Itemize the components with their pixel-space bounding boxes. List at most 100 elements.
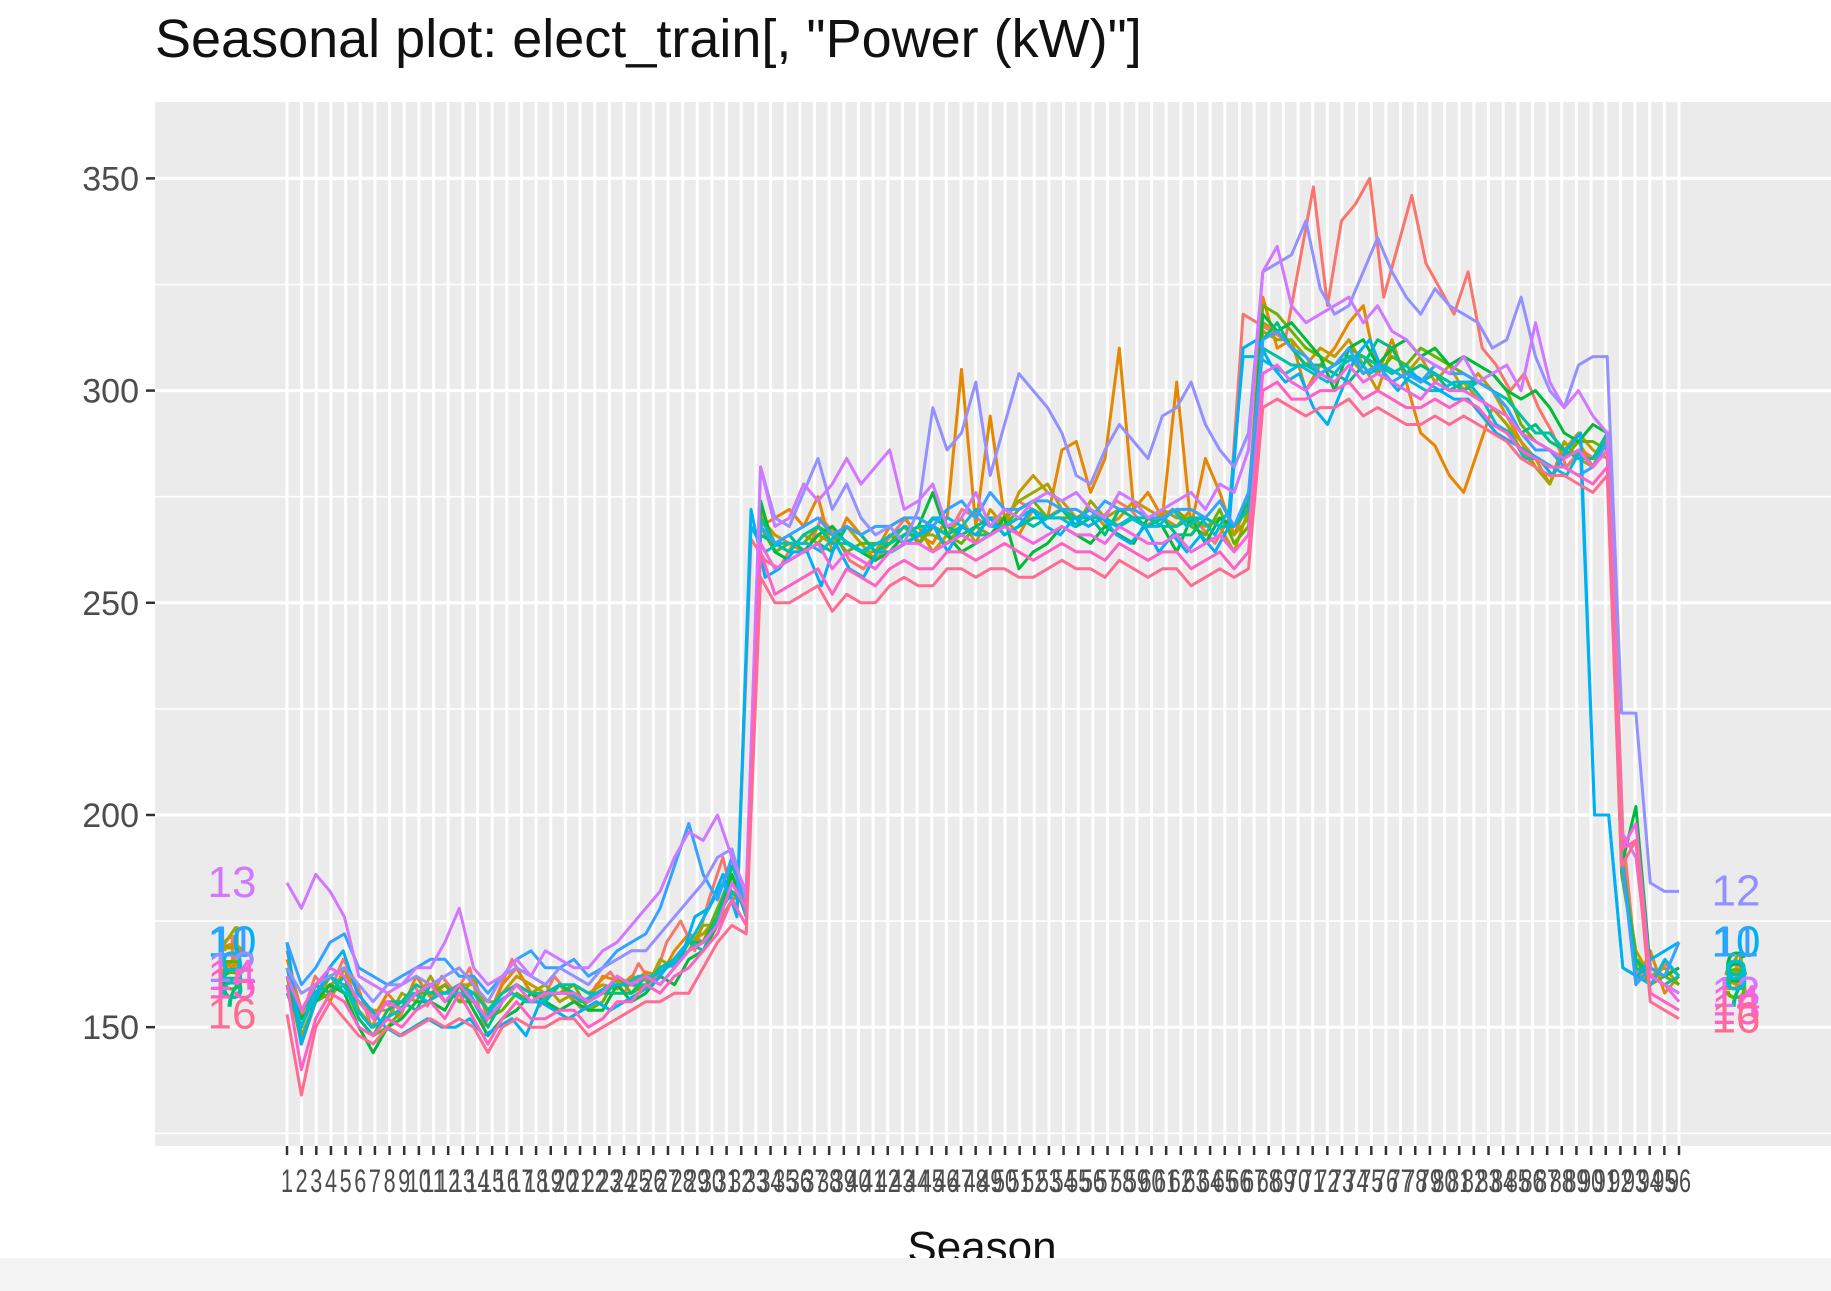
x-tick-label: 23 <box>597 1163 621 1199</box>
series-start-label-1: 1 <box>220 926 244 975</box>
series-start-label-2: 2 <box>220 934 244 983</box>
x-tick-label: 95 <box>1652 1163 1676 1199</box>
x-tick-label: 33 <box>744 1163 768 1199</box>
x-tick-label: 74 <box>1345 1163 1369 1199</box>
x-tick-label: 81 <box>1447 1163 1471 1199</box>
series-lines <box>285 176 1681 1097</box>
x-tick-label: 66 <box>1227 1163 1251 1199</box>
x-tick-label: 4 <box>325 1163 337 1199</box>
series-end-label-10: 10 <box>1712 917 1761 966</box>
series-line-16 <box>285 397 1680 1097</box>
series-start-label-4: 4 <box>220 917 244 966</box>
x-tick-label: 92 <box>1608 1163 1632 1199</box>
x-tick-label: 22 <box>583 1163 607 1199</box>
x-tick-label: 35 <box>773 1163 797 1199</box>
series-start-label-14: 14 <box>208 951 257 1000</box>
x-tick-label: 38 <box>817 1163 841 1199</box>
x-tick-label: 85 <box>1506 1163 1530 1199</box>
x-tick-label: 13 <box>451 1163 475 1199</box>
y-tick-label: 250 <box>82 585 139 623</box>
x-tick-label: 96 <box>1667 1163 1691 1199</box>
x-tick-label: 8 <box>384 1163 396 1199</box>
x-tick-label: 76 <box>1374 1163 1398 1199</box>
x-tick-label: 16 <box>495 1163 519 1199</box>
series-line-15 <box>285 380 1680 1072</box>
x-tick-label: 24 <box>612 1163 636 1199</box>
series-end-label-14: 14 <box>1712 977 1761 1026</box>
x-tick-label: 88 <box>1550 1163 1574 1199</box>
series-start-label-3: 3 <box>220 943 244 992</box>
series-line-12 <box>285 219 1679 1004</box>
x-tick-label: 27 <box>656 1163 680 1199</box>
x-tick-label: 68 <box>1257 1163 1281 1199</box>
series-end-label-15: 15 <box>1712 985 1761 1034</box>
x-tick-label: 19 <box>539 1163 563 1199</box>
x-tick-label: 89 <box>1564 1163 1588 1199</box>
x-tick-label: 32 <box>729 1163 753 1199</box>
series-start-label-13: 13 <box>208 858 257 907</box>
x-tick-label: 77 <box>1389 1163 1413 1199</box>
x-tick-label: 63 <box>1183 1163 1207 1199</box>
x-tick-label: 1 <box>281 1163 293 1199</box>
x-tick-label: 55 <box>1066 1163 1090 1199</box>
x-tick-label: 17 <box>509 1163 533 1199</box>
series-start-label-7: 7 <box>220 968 244 1017</box>
x-tick-label: 40 <box>846 1163 870 1199</box>
series-end-label-2: 2 <box>1724 951 1748 1000</box>
y-tick-label: 150 <box>82 1009 139 1047</box>
x-tick-label: 36 <box>788 1163 812 1199</box>
series-end-label-8: 8 <box>1724 951 1748 1000</box>
series-end-label-12: 12 <box>1712 866 1761 915</box>
x-tick-label: 7 <box>369 1163 381 1199</box>
x-tick-label: 14 <box>465 1163 489 1199</box>
y-tick-label: 300 <box>82 373 139 411</box>
x-tick-label: 79 <box>1418 1163 1442 1199</box>
x-tick-label: 3 <box>310 1163 322 1199</box>
series-start-label-8: 8 <box>220 960 244 1009</box>
y-tick-label: 350 <box>82 160 139 198</box>
x-tick-label: 34 <box>759 1163 783 1199</box>
x-tick-label: 72 <box>1315 1163 1339 1199</box>
x-tick-label: 41 <box>861 1163 885 1199</box>
series-start-label-12: 12 <box>208 943 257 992</box>
x-tick-label: 2 <box>296 1163 308 1199</box>
series-end-label-11: 11 <box>1713 917 1759 966</box>
series-line-2 <box>285 295 1681 1021</box>
x-tick-label: 43 <box>890 1163 914 1199</box>
series-start-label-5: 5 <box>220 951 244 1000</box>
x-tick-label: 50 <box>993 1163 1017 1199</box>
x-tick-label: 5 <box>340 1163 352 1199</box>
x-tick-label: 61 <box>1154 1163 1178 1199</box>
series-line-10 <box>285 338 1680 1046</box>
x-tick-label: 48 <box>964 1163 988 1199</box>
x-tick-label: 9 <box>398 1163 410 1199</box>
x-tick-label: 64 <box>1198 1163 1222 1199</box>
series-start-label-9: 9 <box>220 943 244 992</box>
x-tick-label: 73 <box>1330 1163 1354 1199</box>
series-end-label-7: 7 <box>1724 968 1748 1017</box>
x-tick-label: 58 <box>1110 1163 1134 1199</box>
series-start-label-16: 16 <box>208 989 257 1038</box>
x-tick-label: 70 <box>1286 1163 1310 1199</box>
x-tick-label: 31 <box>715 1163 739 1199</box>
x-tick-label: 51 <box>1008 1163 1032 1199</box>
x-tick-label: 69 <box>1271 1163 1295 1199</box>
series-end-label-4: 4 <box>1724 943 1748 992</box>
x-tick-label: 65 <box>1213 1163 1237 1199</box>
series-end-label-9: 9 <box>1724 951 1748 1000</box>
x-tick-label: 53 <box>1037 1163 1061 1199</box>
series-start-label-10: 10 <box>208 917 257 966</box>
x-tick-label: 44 <box>905 1163 929 1199</box>
x-tick-label: 49 <box>978 1163 1002 1199</box>
x-tick-label: 57 <box>1096 1163 1120 1199</box>
series-end-label-1: 1 <box>1724 951 1748 1000</box>
x-tick-label: 28 <box>671 1163 695 1199</box>
series-end-label-3: 3 <box>1724 960 1748 1009</box>
x-tick-label: 87 <box>1535 1163 1559 1199</box>
x-tick-label: 82 <box>1462 1163 1486 1199</box>
x-tick-label: 10 <box>407 1163 431 1199</box>
x-tick-label: 42 <box>876 1163 900 1199</box>
